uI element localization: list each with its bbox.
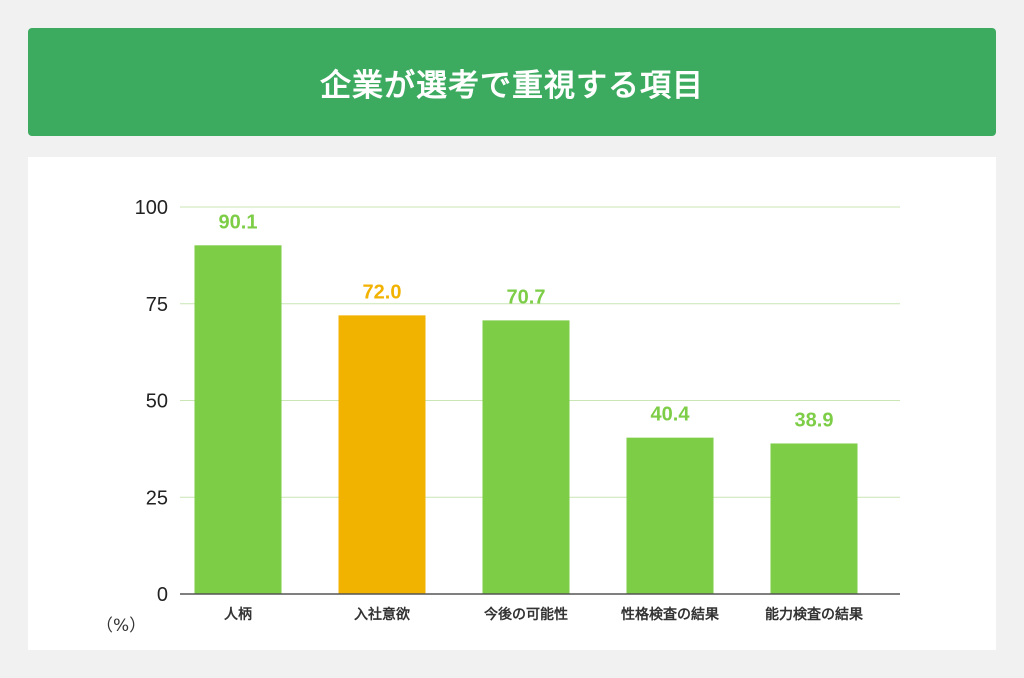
bar xyxy=(482,320,570,594)
y-tick-label: 75 xyxy=(146,294,168,316)
bar xyxy=(194,245,282,595)
title-banner: 企業が選考で重視する項目 xyxy=(28,28,996,136)
bar xyxy=(626,437,714,594)
x-category-label: 入社意欲 xyxy=(354,606,410,623)
chart-title: 企業が選考で重視する項目 xyxy=(320,67,704,104)
bar-value-label: 70.7 xyxy=(507,286,546,308)
y-axis-ticks: 0 25 50 75 100 xyxy=(135,197,168,606)
y-tick-label: 100 xyxy=(135,197,168,219)
category-labels: 人柄 入社意欲 今後の可能性 性格検査の結果 能力検査の結果 xyxy=(224,606,864,623)
x-category-label: 能力検査の結果 xyxy=(765,606,864,623)
bar-value-label: 90.1 xyxy=(219,211,258,233)
value-labels: 90.1 72.0 70.7 40.4 38.9 xyxy=(219,211,834,431)
bar-value-label: 40.4 xyxy=(651,404,691,426)
bar xyxy=(770,443,858,594)
unit-label: （%） xyxy=(96,616,146,636)
x-category-label: 人柄 xyxy=(224,606,252,623)
bars xyxy=(194,245,858,595)
y-tick-label: 0 xyxy=(157,584,168,606)
bar-value-label: 72.0 xyxy=(363,281,402,303)
y-tick-label: 25 xyxy=(146,487,168,509)
bar-value-label: 38.9 xyxy=(795,409,834,431)
bar-chart: 0 25 50 75 100 90.1 72.0 70.7 40.4 38.9 人柄 入社意欲 今後… xyxy=(96,197,900,636)
chart-panel: 0 25 50 75 100 90.1 72.0 70.7 40.4 38.9 人柄 入社意欲 今後… xyxy=(28,157,996,650)
x-category-label: 性格検査の結果 xyxy=(621,606,720,623)
y-tick-label: 50 xyxy=(146,391,168,413)
bar xyxy=(338,315,426,594)
x-category-label: 今後の可能性 xyxy=(483,606,568,623)
